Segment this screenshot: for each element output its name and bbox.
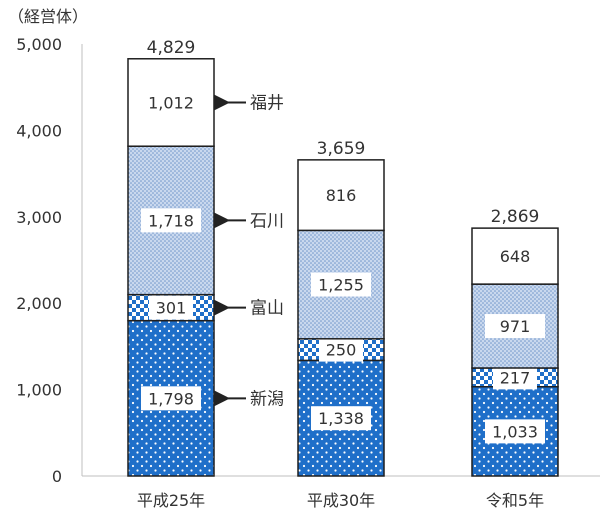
legend-label-fukui: 福井 <box>250 93 284 113</box>
total-label: 2,869 <box>491 207 540 227</box>
data-label-box <box>141 208 201 233</box>
data-label: 816 <box>326 186 357 205</box>
x-category-label: 平成25年 <box>137 491 205 510</box>
data-label: 1,255 <box>318 276 364 295</box>
data-label-box <box>311 183 371 208</box>
data-label: 1,033 <box>492 422 538 441</box>
data-label: 971 <box>500 317 531 336</box>
data-label-box <box>485 419 545 444</box>
legend-label-niigata: 新潟 <box>250 389 284 409</box>
y-tick-label: 5,000 <box>16 35 62 54</box>
x-category-label: 令和5年 <box>486 491 544 510</box>
data-label-box <box>311 272 371 297</box>
data-label: 217 <box>500 368 531 387</box>
y-tick-label: 4,000 <box>16 121 62 140</box>
data-label-box <box>485 314 545 339</box>
data-label: 301 <box>156 299 187 318</box>
y-tick-labels: 0 1,000 2,000 3,000 4,000 5,000 <box>16 35 62 486</box>
x-tick-labels: 平成25年 平成30年 令和5年 <box>137 491 544 510</box>
data-label-box <box>141 386 201 411</box>
bar-stacks: 1,798 301 1,718 1,012 4,829 1,338 250 1,255 816 3… <box>127 38 559 477</box>
y-tick-label: 0 <box>52 467 62 486</box>
data-label: 1,012 <box>148 93 194 112</box>
legend-label-toyama: 富山 <box>250 299 284 319</box>
data-label-box <box>493 365 537 390</box>
legend-label-ishikawa: 石川 <box>250 211 284 231</box>
total-label: 4,829 <box>147 38 196 58</box>
data-label: 1,338 <box>318 409 364 428</box>
y-unit-label: （経営体） <box>8 7 88 26</box>
data-label-box <box>311 406 371 431</box>
data-label-box <box>319 337 363 362</box>
data-label: 648 <box>500 247 531 266</box>
y-tick-label: 3,000 <box>16 208 62 227</box>
data-label-box <box>485 244 545 269</box>
data-label-box <box>141 90 201 115</box>
y-tick-label: 1,000 <box>16 381 62 400</box>
x-category-label: 平成30年 <box>307 491 375 510</box>
data-label: 1,718 <box>148 211 194 230</box>
total-label: 3,659 <box>317 139 366 159</box>
data-label-box <box>149 295 193 320</box>
y-tick-label: 2,000 <box>16 294 62 313</box>
data-label: 250 <box>326 341 357 360</box>
data-label: 1,798 <box>148 389 194 408</box>
